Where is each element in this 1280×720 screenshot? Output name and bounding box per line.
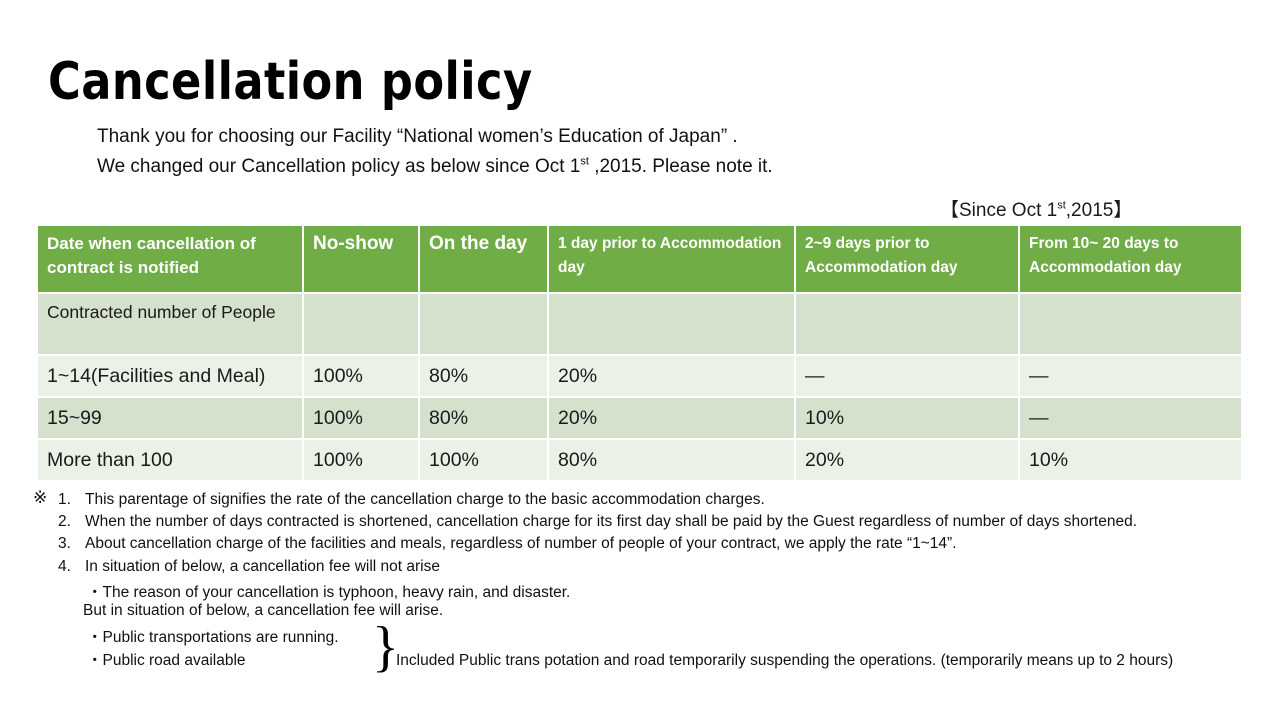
since-end: ,2015】 xyxy=(1065,200,1133,221)
table-cell: 20% xyxy=(547,396,796,440)
intro-line-2: We changed our Cancellation policy as be… xyxy=(97,156,773,178)
note-sub-typhoon: ・The reason of your cancellation is typh… xyxy=(87,584,571,601)
header-2-9-days-prior: 2~9 days prior to Accommodation day xyxy=(794,224,1020,294)
table-cell: 80% xyxy=(418,354,549,398)
intro-line-2-start: We changed our Cancellation policy as be… xyxy=(97,156,581,177)
table-cell xyxy=(547,292,796,356)
table-cell: 100% xyxy=(302,354,420,398)
note-text: About cancellation charge of the facilit… xyxy=(85,535,957,552)
curly-brace: } xyxy=(372,616,399,678)
table-cell xyxy=(1018,292,1243,356)
note-item-1: 1. This parentage of signifies the rate o… xyxy=(58,491,765,509)
table-row: Contracted number of People xyxy=(36,292,1243,356)
note-number: 4. xyxy=(58,558,71,575)
table-cell: 100% xyxy=(418,438,549,482)
brace-note: Included Public trans potation and road … xyxy=(396,652,1174,669)
table-cell: — xyxy=(1018,354,1243,398)
note-number: 1. xyxy=(58,491,71,508)
note-item-4: 4. In situation of below, a cancellation … xyxy=(58,558,440,576)
note-text: When the number of days contracted is sh… xyxy=(85,513,1137,530)
note-mark: ※ xyxy=(33,488,48,507)
table-cell xyxy=(794,292,1020,356)
table-row: More than 100 100% 100% 80% 20% 10% xyxy=(36,438,1243,482)
table-cell: 20% xyxy=(794,438,1020,482)
since-date-label: 【Since Oct 1st,2015】 xyxy=(940,195,1132,222)
table-cell: 15~99 xyxy=(36,396,304,440)
since-sup: st xyxy=(1057,199,1066,212)
note-sub-transport: ・Public transportations are running. xyxy=(87,629,339,646)
table-row: 1~14(Facilities and Meal) 100% 80% 20% —… xyxy=(36,354,1243,398)
table-cell: 100% xyxy=(302,438,420,482)
header-date-notified: Date when cancellation of contract is no… xyxy=(36,224,304,294)
header-on-the-day: On the day xyxy=(418,224,549,294)
note-sub-fee-arise: But in situation of below, a cancellatio… xyxy=(83,602,444,619)
since-start: 【Since Oct 1 xyxy=(940,200,1058,221)
note-text: In situation of below, a cancellation fe… xyxy=(85,558,440,575)
note-text: This parentage of signifies the rate of … xyxy=(85,491,765,508)
table-header-row: Date when cancellation of contract is no… xyxy=(36,224,1243,294)
table-cell xyxy=(418,292,549,356)
table-row: 15~99 100% 80% 20% 10% — xyxy=(36,396,1243,440)
header-no-show: No-show xyxy=(302,224,420,294)
table-cell: Contracted number of People xyxy=(36,292,304,356)
cancellation-table: Date when cancellation of contract is no… xyxy=(36,224,1243,482)
intro-line-2-end: ,2015. Please note it. xyxy=(588,156,773,177)
table-cell: 10% xyxy=(794,396,1020,440)
table-cell xyxy=(302,292,420,356)
table-cell: More than 100 xyxy=(36,438,304,482)
note-item-3: 3. About cancellation charge of the facil… xyxy=(58,535,957,553)
table-cell: 10% xyxy=(1018,438,1243,482)
intro-line-1: Thank you for choosing our Facility “Nat… xyxy=(97,126,738,147)
page-title: Cancellation policy xyxy=(48,52,533,112)
note-number: 2. xyxy=(58,513,71,530)
header-1-day-prior: 1 day prior to Accommodation day xyxy=(547,224,796,294)
table-cell: 100% xyxy=(302,396,420,440)
table-cell: 1~14(Facilities and Meal) xyxy=(36,354,304,398)
table-cell: 80% xyxy=(547,438,796,482)
note-sub-road: ・Public road available xyxy=(87,652,246,669)
table-cell: 20% xyxy=(547,354,796,398)
header-10-20-days: From 10~ 20 days to Accommodation day xyxy=(1018,224,1243,294)
table-cell: — xyxy=(794,354,1020,398)
table-cell: 80% xyxy=(418,396,549,440)
note-item-2: 2. When the number of days contracted is … xyxy=(58,513,1137,531)
table-cell: — xyxy=(1018,396,1243,440)
intro-line-2-sup: st xyxy=(580,155,589,168)
note-number: 3. xyxy=(58,535,71,552)
